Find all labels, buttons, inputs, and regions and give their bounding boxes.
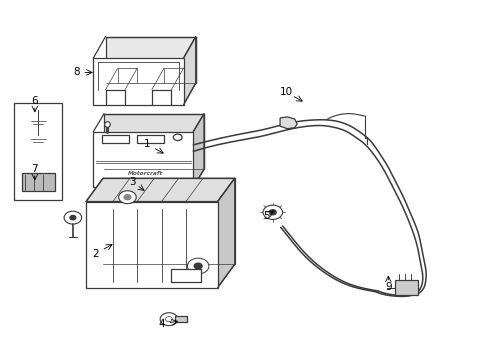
Polygon shape [93,132,193,187]
Text: 8: 8 [73,67,80,77]
Polygon shape [105,37,195,83]
Polygon shape [183,37,195,105]
Circle shape [187,258,208,274]
Bar [21,173,55,191]
Bar [102,135,129,143]
Polygon shape [217,178,234,288]
Text: 6: 6 [31,96,38,106]
Text: 3: 3 [129,177,135,187]
Text: 2: 2 [92,248,99,258]
Bar [394,280,417,296]
Text: 5: 5 [263,211,269,221]
Text: 1: 1 [143,139,150,149]
Text: 4: 4 [158,319,164,329]
Circle shape [70,216,76,220]
Polygon shape [93,58,183,105]
Polygon shape [280,117,297,129]
Text: 7: 7 [31,164,38,174]
Circle shape [269,210,276,215]
Bar [171,269,200,282]
Circle shape [64,211,81,224]
Polygon shape [86,202,217,288]
Circle shape [194,263,202,269]
Polygon shape [193,114,203,187]
Circle shape [263,205,282,220]
Bar [137,135,163,143]
Polygon shape [104,114,203,169]
Polygon shape [86,178,234,202]
Text: 9: 9 [384,282,391,292]
Bar [174,316,186,322]
Bar [14,103,62,200]
Text: Motorcraft: Motorcraft [128,171,163,176]
Circle shape [165,317,172,321]
Circle shape [124,195,131,200]
Circle shape [119,191,136,204]
Circle shape [160,313,177,325]
Circle shape [173,134,182,140]
Text: 10: 10 [279,87,292,97]
